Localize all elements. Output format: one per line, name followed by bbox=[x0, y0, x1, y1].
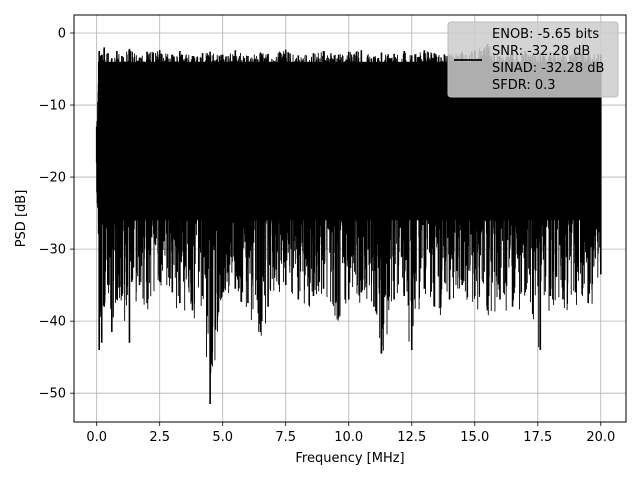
legend-entry-sinad: SINAD: -32.28 dB bbox=[492, 61, 604, 76]
x-axis: 0.0 2.5 5.0 7.5 10.0 12.5 15.0 17.5 20.0 bbox=[86, 422, 615, 445]
y-tick-label: −30 bbox=[39, 243, 66, 258]
x-tick-label: 10.0 bbox=[334, 430, 363, 445]
x-tick-label: 15.0 bbox=[460, 430, 489, 445]
y-axis: 0 −10 −20 −30 −40 −50 bbox=[39, 27, 74, 402]
legend-entry-sfdr: SFDR: 0.3 bbox=[492, 78, 556, 93]
y-tick-label: −50 bbox=[39, 387, 66, 402]
y-tick-label: 0 bbox=[58, 27, 66, 42]
y-tick-label: −20 bbox=[39, 171, 66, 186]
legend: ENOB: -5.65 bits SNR: -32.28 dB SINAD: -… bbox=[447, 21, 619, 98]
x-tick-label: 0.0 bbox=[86, 430, 107, 445]
x-tick-label: 2.5 bbox=[149, 430, 170, 445]
x-tick-label: 12.5 bbox=[397, 430, 426, 445]
legend-entry-snr: SNR: -32.28 dB bbox=[492, 44, 590, 59]
x-axis-label: Frequency [MHz] bbox=[295, 451, 404, 466]
y-axis-label: PSD [dB] bbox=[14, 190, 29, 248]
legend-entry-enob: ENOB: -5.65 bits bbox=[492, 27, 599, 42]
x-tick-label: 5.0 bbox=[212, 430, 233, 445]
y-tick-label: −10 bbox=[39, 99, 66, 114]
y-tick-label: −40 bbox=[39, 315, 66, 330]
x-tick-label: 20.0 bbox=[586, 430, 615, 445]
plot-frame bbox=[73, 14, 627, 423]
x-tick-label: 17.5 bbox=[523, 430, 552, 445]
x-tick-label: 7.5 bbox=[275, 430, 296, 445]
legend-box bbox=[447, 21, 619, 98]
